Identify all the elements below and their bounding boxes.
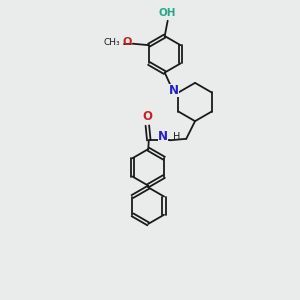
Text: N: N (169, 84, 178, 97)
Text: H: H (173, 132, 180, 142)
Text: O: O (122, 37, 131, 47)
Text: CH₃: CH₃ (103, 38, 120, 47)
Text: N: N (158, 130, 168, 143)
Text: O: O (142, 110, 152, 123)
Text: OH: OH (159, 8, 176, 18)
